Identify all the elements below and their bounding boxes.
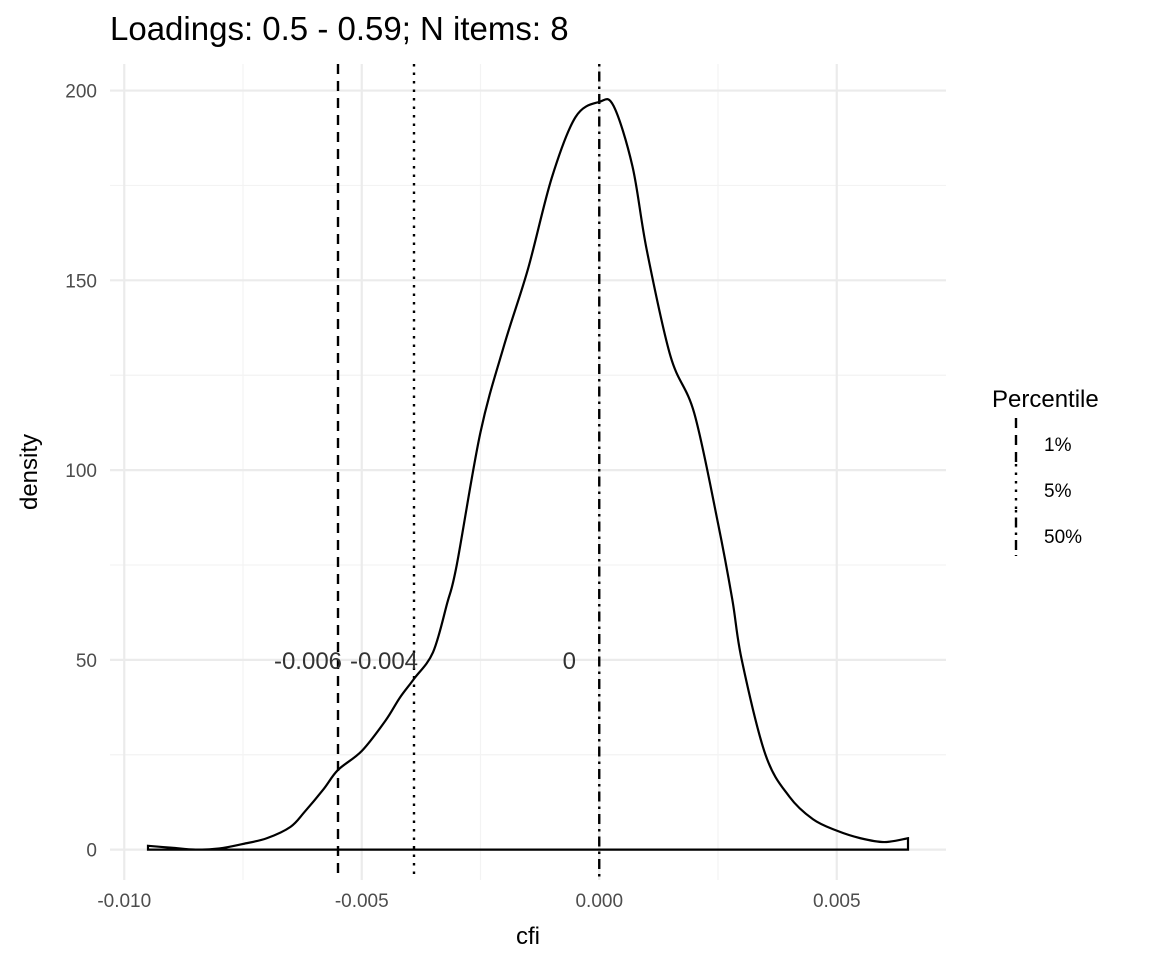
legend: Percentile 1% 5% 50% bbox=[992, 386, 1099, 556]
legend-title: Percentile bbox=[992, 386, 1099, 413]
chart-title: Loadings: 0.5 - 0.59; N items: 8 bbox=[110, 10, 569, 47]
y-tick-label: 0 bbox=[86, 841, 97, 862]
x-axis-ticks: -0.010 -0.005 0.000 0.005 bbox=[97, 891, 860, 912]
grid-major bbox=[110, 64, 946, 880]
density-curve-group bbox=[146, 98, 910, 851]
legend-label: 1% bbox=[1044, 435, 1072, 456]
x-axis-title: cfi bbox=[516, 923, 540, 950]
x-tick-label: -0.010 bbox=[97, 891, 151, 912]
y-axis-ticks: 0 50 100 150 200 bbox=[65, 82, 97, 862]
x-tick-label: 0.005 bbox=[813, 891, 861, 912]
percentile-annotation-1pct: -0.006 bbox=[274, 648, 342, 675]
percentile-lines bbox=[336, 64, 601, 880]
y-axis-title: density bbox=[16, 434, 43, 510]
legend-label: 5% bbox=[1044, 481, 1072, 502]
y-tick-label: 150 bbox=[65, 271, 97, 292]
y-tick-label: 200 bbox=[65, 82, 97, 103]
x-tick-label: -0.005 bbox=[335, 891, 389, 912]
percentile-annotation-50pct: 0 bbox=[563, 648, 576, 675]
density-curve bbox=[146, 98, 910, 851]
percentile-annotation-5pct: -0.004 bbox=[350, 648, 418, 675]
grid-minor bbox=[110, 64, 946, 880]
percentile-annotations: -0.006 -0.004 0 bbox=[274, 648, 576, 675]
y-tick-label: 50 bbox=[76, 651, 97, 672]
x-tick-label: 0.000 bbox=[575, 891, 623, 912]
y-tick-label: 100 bbox=[65, 461, 97, 482]
legend-keys: 1% 5% 50% bbox=[1014, 418, 1082, 556]
legend-label: 50% bbox=[1044, 527, 1082, 548]
